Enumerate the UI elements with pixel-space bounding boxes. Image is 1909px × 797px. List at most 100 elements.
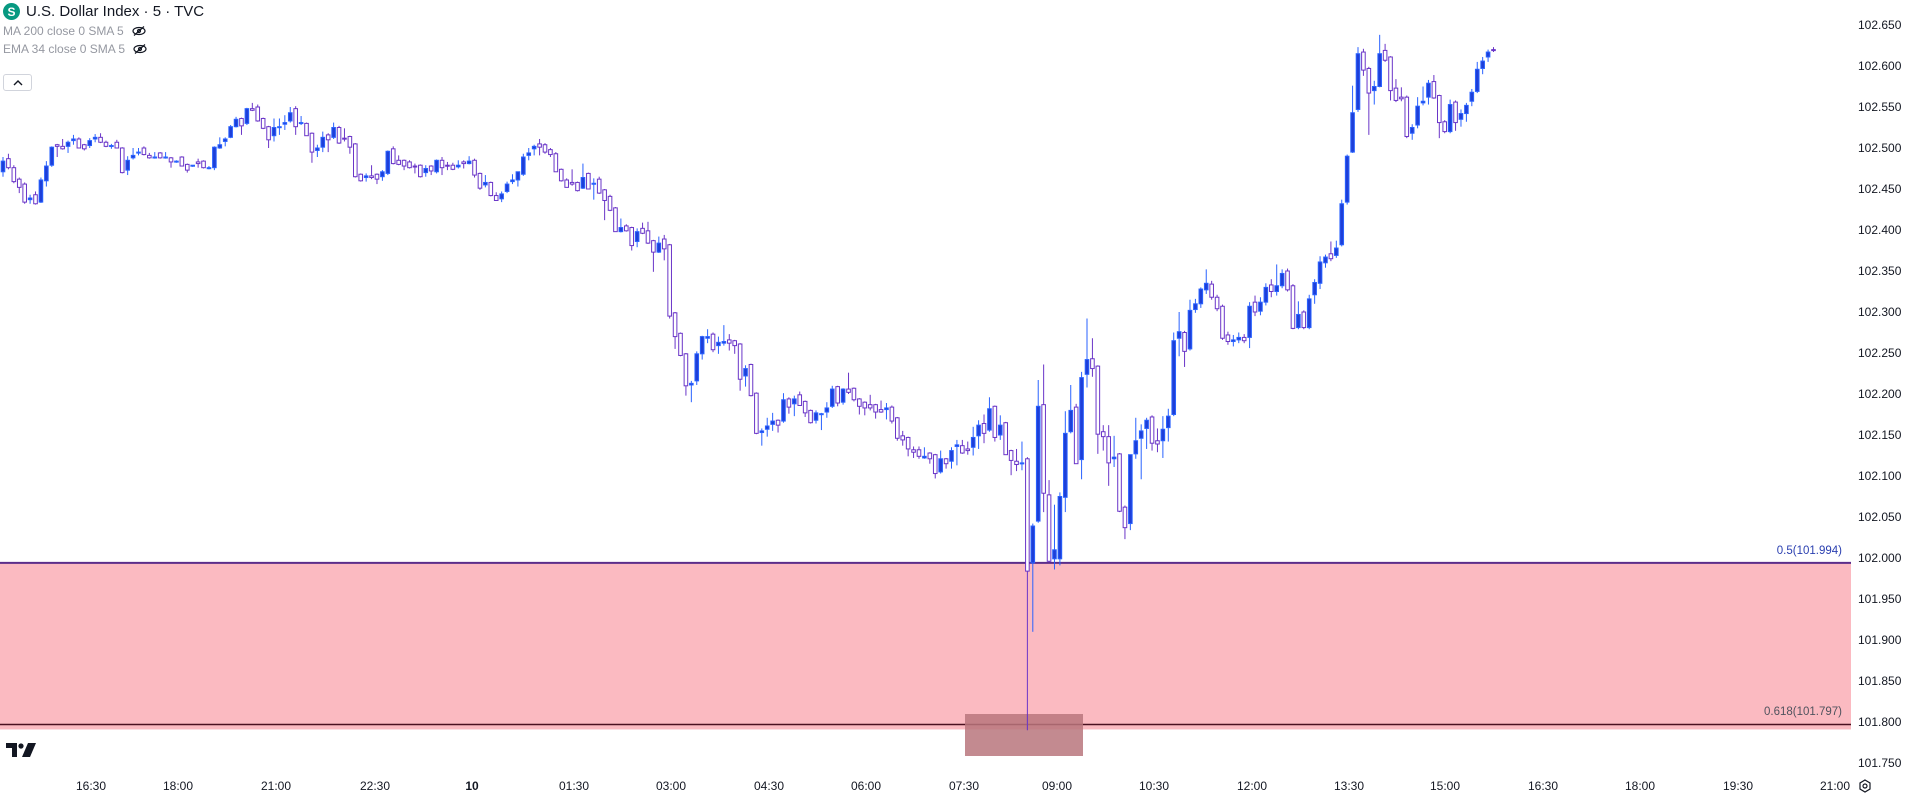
candle-body (797, 394, 803, 406)
candle-body (981, 423, 987, 434)
candle-body (938, 458, 943, 473)
candle-body (157, 152, 163, 159)
candle-body (152, 156, 158, 159)
candle-body (764, 425, 770, 430)
candle-body (754, 392, 759, 434)
candle-body (873, 404, 878, 413)
candle-body (526, 152, 532, 156)
candle-body (27, 197, 33, 201)
candle-body (65, 141, 71, 147)
symbol-title[interactable]: U.S. Dollar Index · 5 · TVC (26, 3, 205, 20)
candle-body (1095, 365, 1101, 435)
price-axis-label: 101.750 (1858, 756, 1902, 770)
candle-body (580, 177, 586, 189)
candle-body (656, 242, 662, 253)
candle-body (450, 164, 456, 170)
candle-body (1019, 462, 1025, 465)
candle-body (298, 122, 304, 125)
tradingview-logo-icon[interactable] (6, 743, 38, 757)
candle-body (829, 388, 835, 407)
time-axis-label: 16:30 (75, 779, 107, 793)
candle-body (1258, 301, 1263, 312)
candle-body (1361, 51, 1366, 71)
candle-body (461, 161, 466, 165)
candle-body (1133, 440, 1139, 455)
candle-body (49, 146, 55, 166)
candle-body (1122, 506, 1128, 529)
candle-body (1084, 359, 1090, 375)
candle-body (331, 127, 336, 138)
price-axis-label: 102.250 (1858, 346, 1902, 360)
candle-body (716, 341, 721, 347)
candle-body (743, 368, 748, 377)
candle-body (353, 143, 358, 178)
price-axis-label: 102.150 (1858, 428, 1902, 442)
candle-body (683, 353, 689, 387)
candle-body (694, 353, 700, 382)
candle-body (309, 132, 315, 153)
candle-body (737, 343, 743, 380)
candle-body (109, 145, 114, 148)
candle-body (445, 164, 450, 167)
candle-body (418, 164, 423, 178)
candle-body (1469, 91, 1475, 102)
candle-body (472, 159, 477, 176)
eye-slash-icon[interactable] (133, 44, 147, 54)
time-axis-label: 22:30 (359, 779, 391, 793)
indicator-ma200[interactable]: MA 200 close 0 SMA 5 (3, 24, 146, 38)
collapse-legend-button[interactable] (3, 74, 32, 91)
candle-body (217, 144, 223, 149)
time-axis-label: 12:00 (1236, 779, 1268, 793)
fib-0.5-label: 0.5(101.994) (1776, 545, 1842, 557)
candle-body (114, 141, 120, 149)
candle-body (1491, 49, 1496, 52)
candle-body (1317, 261, 1323, 284)
candle-body (260, 117, 266, 129)
candle-body (1371, 86, 1377, 92)
candle-body (1442, 121, 1448, 133)
candle-body (813, 412, 819, 421)
time-axis-label: 15:00 (1429, 779, 1461, 793)
candle-body (970, 436, 976, 448)
candle-body (92, 136, 98, 140)
time-axis-label: 09:00 (1041, 779, 1073, 793)
eye-slash-icon[interactable] (132, 26, 146, 36)
candle-body (1480, 60, 1485, 69)
candle-body (130, 154, 136, 159)
candle-body (363, 175, 369, 179)
time-axis-label: 03:00 (655, 779, 687, 793)
candle-body (987, 408, 992, 431)
candle-body (44, 165, 49, 182)
candle-body (699, 336, 705, 355)
candle-body (1014, 460, 1019, 466)
candle-body (564, 179, 569, 188)
candle-body (705, 336, 710, 339)
candle-body (1437, 95, 1442, 124)
candle-body (1003, 422, 1009, 456)
candle-body (11, 167, 17, 183)
time-axis-label: 18:00 (1624, 779, 1656, 793)
candle-body (781, 399, 786, 422)
candle-body (71, 138, 76, 142)
candle-body (645, 230, 651, 244)
gear-icon[interactable] (1858, 779, 1872, 793)
symbol-header[interactable]: S U.S. Dollar Index · 5 · TVC (3, 3, 204, 20)
indicator-ema34[interactable]: EMA 34 close 0 SMA 5 (3, 42, 147, 56)
candle-body (732, 340, 738, 347)
candle-body (396, 159, 401, 165)
price-axis-label: 101.850 (1858, 674, 1902, 688)
candle-body (6, 158, 11, 169)
candle-body (1485, 51, 1491, 58)
candle-body (1241, 336, 1247, 342)
candle-body (515, 171, 521, 181)
candle-body (428, 165, 434, 172)
price-axis-label: 102.600 (1858, 59, 1902, 73)
candle-body (640, 227, 645, 234)
candle-body (1236, 336, 1242, 341)
candle-body (960, 445, 965, 454)
candle-body (401, 159, 407, 167)
time-axis-label: 16:30 (1527, 779, 1559, 793)
candle-body (553, 153, 559, 173)
candle-body (1187, 309, 1193, 350)
